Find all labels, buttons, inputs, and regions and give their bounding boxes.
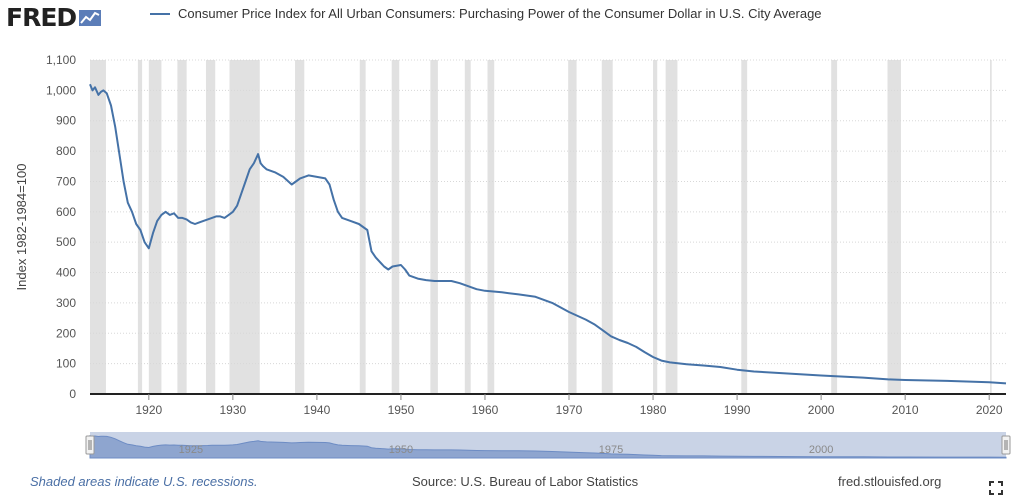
recession-band [601, 60, 613, 394]
x-tick-label: 1930 [220, 403, 247, 417]
recession-band [90, 60, 106, 394]
source-text: Source: U.S. Bureau of Labor Statistics [412, 474, 639, 489]
x-tick-label: 1970 [556, 403, 583, 417]
y-tick-label: 200 [56, 326, 76, 340]
recession-bands [90, 60, 992, 394]
x-tick-label: 1940 [304, 403, 331, 417]
recession-band [653, 60, 658, 394]
x-axis: 1920 1930 1940 1950 1960 1970 1980 1990 2000 2010… [90, 393, 1006, 417]
recession-band [487, 60, 495, 394]
x-tick-label: 2000 [808, 403, 835, 417]
chart-canvas: 0 100 200 300 400 500 600 700 800 900 1,000 1,100 1… [14, 53, 1011, 459]
navigator-tick-label: 1950 [389, 444, 413, 456]
recession-band [464, 60, 471, 394]
y-tick-label: 100 [56, 357, 76, 371]
x-tick-label: 2010 [892, 403, 919, 417]
y-axis-title: Index 1982-1984=100 [14, 164, 29, 291]
x-tick-label: 1980 [640, 403, 667, 417]
chart-header: FRED Consumer Price Index for All Urban … [0, 0, 1024, 34]
y-tick-label: 900 [56, 114, 76, 128]
recession-band [430, 60, 438, 394]
site-link[interactable]: fred.stlouisfed.org [838, 474, 942, 489]
recession-band [391, 60, 400, 394]
recession-band [205, 60, 216, 394]
y-axis: 0 100 200 300 400 500 600 700 800 900 1,000 1,100 [46, 53, 76, 401]
recession-note: Shaded areas indicate U.S. recessions. [30, 474, 258, 489]
y-tick-label: 0 [69, 387, 76, 401]
x-tick-label: 1950 [388, 403, 415, 417]
x-tick-label: 1990 [724, 403, 751, 417]
navigator-tick-label: 1975 [599, 444, 623, 456]
y-tick-label: 1,000 [46, 83, 76, 97]
fred-logo[interactable]: FRED [6, 2, 102, 32]
chart-legend: Consumer Price Index for All Urban Consu… [150, 6, 822, 21]
grid-lines [90, 59, 1006, 365]
navigator-tick-label: 1925 [179, 444, 203, 456]
navigator-right-handle[interactable] [1001, 435, 1011, 455]
series-layer [89, 83, 1007, 385]
recession-band [295, 60, 305, 394]
y-tick-label: 400 [56, 266, 76, 280]
y-tick-label: 600 [56, 205, 76, 219]
recession-band [887, 60, 901, 394]
navigator-tick-label: 2000 [809, 444, 833, 456]
logo-text: FRED [6, 2, 77, 32]
legend-label: Consumer Price Index for All Urban Consu… [178, 6, 822, 21]
x-tick-label: 2020 [976, 403, 1003, 417]
x-tick-label: 1960 [472, 403, 499, 417]
recession-band [177, 60, 187, 394]
recession-band [137, 60, 143, 394]
recession-band [665, 60, 678, 394]
recession-band [568, 60, 577, 394]
y-tick-label: 500 [56, 235, 76, 249]
navigator-area [89, 435, 1007, 459]
series-line [89, 83, 1007, 385]
x-tick-label: 1920 [135, 403, 162, 417]
recession-band [990, 60, 992, 394]
fullscreen-icon[interactable] [989, 481, 1003, 495]
navigator-left-handle[interactable] [85, 435, 95, 455]
y-axis-title-group: Index 1982-1984=100 [14, 164, 29, 291]
y-tick-label: 300 [56, 296, 76, 310]
y-tick-label: 700 [56, 174, 76, 188]
range-navigator[interactable]: 1925 1950 1975 2000 [85, 432, 1011, 459]
y-tick-label: 1,100 [46, 53, 76, 67]
recession-band [229, 60, 260, 394]
fred-chart-icon [79, 10, 102, 26]
recession-band [741, 60, 748, 394]
y-tick-label: 800 [56, 144, 76, 158]
legend-swatch [150, 12, 170, 15]
recession-band [831, 60, 838, 394]
